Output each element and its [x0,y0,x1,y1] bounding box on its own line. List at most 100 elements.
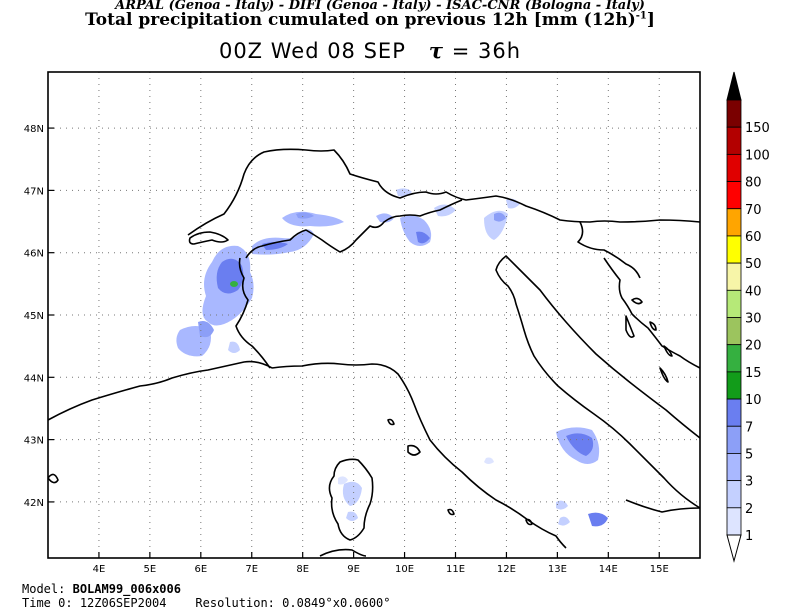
latitude-axis: 48N 47N 46N 45N 44N 43N 42N [24,124,54,509]
time-label: Time 0: [22,596,73,610]
tau-symbol: τ [428,38,445,63]
colorbar-swatch [726,289,742,318]
precip-area [588,512,608,527]
lat-tick-label: 48N [24,124,44,135]
field-title-exponent: -1 [635,10,647,22]
colorbar-level-label: 2 [745,502,753,517]
colorbar-level-label: 50 [745,257,762,272]
precip-field [176,188,608,527]
field-title: Total precipitation cumulated on previou… [0,10,740,30]
north-border [187,148,701,236]
colorbar-swatch [726,317,742,346]
sardinia-north [319,548,367,557]
coastlines-borders [47,148,701,557]
colorbar-level-label: 150 [745,121,770,136]
ligurian-tuscan-coast [271,362,567,549]
colorbar-level-label: 1 [745,529,753,544]
valid-time: 00Z Wed 08 SEP τ = 36h [0,38,740,63]
model-line: Model: BOLAM99_006x006 [22,582,181,596]
istria-dalmatia-coast [603,257,701,369]
precip-area [434,204,456,217]
island-cres [625,315,635,338]
ponza [525,518,533,526]
colorbar-level-label: 70 [745,203,762,218]
colorbar-swatch [726,208,742,237]
colorbar: 1 2 3 5 7 10 15 20 30 40 50 60 70 80 100 150 [726,71,770,563]
institutions-header: ARPAL (Genoa - Italy) - DIFI (Genoa - It… [115,0,645,13]
colorbar-level-label: 7 [745,420,753,435]
west-border [235,257,271,369]
colorbar-level-label: 5 [745,447,753,462]
colorbar-level-label: 15 [745,366,762,381]
precip-area [566,433,594,456]
colorbar-swatch [726,371,742,400]
giglio [447,508,455,516]
corsica [328,458,374,541]
precip-area [556,500,568,510]
precip-area [338,476,348,485]
colorbar-level-label: 30 [745,312,762,327]
precip-area [198,321,214,338]
field-title-end: ] [646,10,655,30]
capraia [387,418,395,426]
island-rab [649,321,657,331]
resolution-label: Resolution: [195,596,275,610]
south-east-coast [625,499,701,513]
resolution-value: 0.0849°x0.0600° [282,596,391,610]
lon-tick-label: 11E [446,564,465,575]
lat-tick-label: 43N [24,436,44,447]
lon-tick-label: 12E [497,564,516,575]
precip-area [282,211,344,227]
elba [407,444,421,456]
lat-tick-label: 47N [24,186,44,197]
balearic-hint [47,473,59,484]
colorbar-swatch [726,181,742,210]
time-value: 12Z06SEP2004 [79,596,167,610]
precip-area [558,516,570,526]
colorbar-swatch [726,344,742,373]
colorbar-level-label: 20 [745,339,762,354]
colorbar-top-triangle [726,71,742,101]
precip-area [494,212,506,222]
lon-tick-label: 4E [93,564,106,575]
colorbar-level-label: 10 [745,393,762,408]
tau-value: = 36h [451,39,522,63]
colorbar-swatch [726,453,742,482]
field-title-text: Total precipitation cumulated on previou… [85,10,636,30]
lon-tick-label: 6E [194,564,207,575]
precip-area [342,481,362,506]
colorbar-swatch [726,425,742,454]
lon-tick-label: 10E [395,564,414,575]
lon-tick-label: 15E [650,564,669,575]
precip-area [484,457,494,464]
precip-area [228,341,240,353]
lon-tick-label: 14E [599,564,618,575]
colorbar-swatch [726,262,742,291]
lat-lon-grid [48,72,700,558]
lon-tick-label: 7E [245,564,258,575]
colorbar-swatch [726,235,742,264]
colorbar-swatch [726,507,742,536]
precip-area [296,212,314,219]
time-line: Time 0: 12Z06SEP2004 Resolution: 0.0849°… [22,596,391,610]
precip-area [252,229,314,255]
alps-east-border [577,221,641,279]
precip-area [346,511,358,521]
colorbar-level-label: 40 [745,284,762,299]
lat-tick-label: 46N [24,249,44,260]
map-frame [47,71,701,559]
colorbar-swatch [726,99,742,128]
model-value: BOLAM99_006x006 [72,582,181,596]
lat-tick-label: 45N [24,311,44,322]
longitude-axis: 4E 5E 6E 7E 8E 9E 10E 11E 12E 13E 14E 15E [93,552,669,575]
lat-tick-label: 44N [24,373,44,384]
colorbar-bottom-triangle [726,534,742,563]
lon-tick-label: 8E [296,564,309,575]
france-coast [47,360,273,421]
colorbar-swatch [726,480,742,509]
precip-area [416,231,430,244]
geneva-lake [188,231,229,245]
island-krk [631,297,643,305]
colorbar-level-label: 80 [745,176,762,191]
